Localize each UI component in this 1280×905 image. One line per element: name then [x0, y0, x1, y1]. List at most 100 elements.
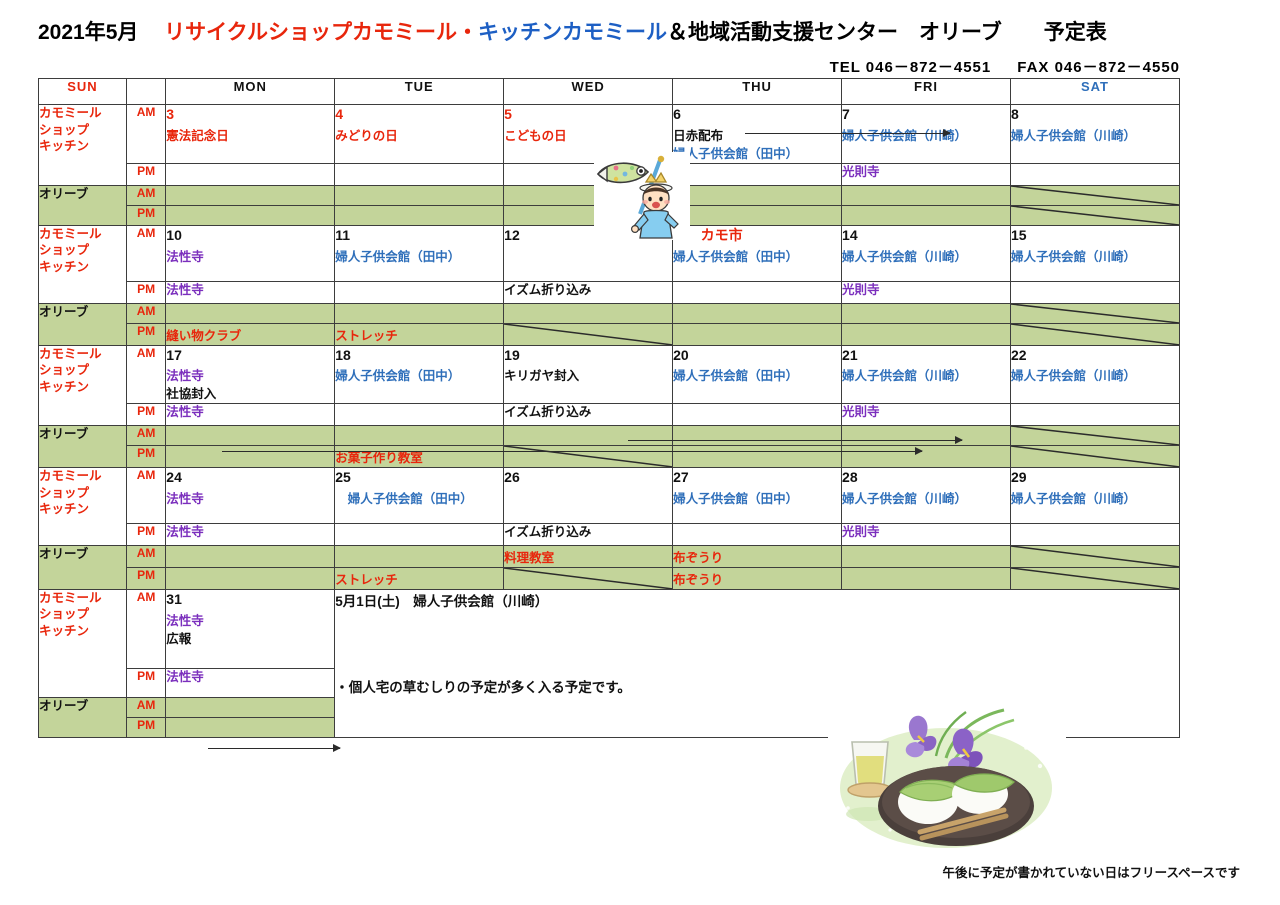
day-cell-am[interactable]: 8 婦人子供会館（川崎）	[1009, 104, 1181, 164]
day-cell-am[interactable]: 3 憲法記念日	[165, 104, 336, 164]
olive-cell-am[interactable]	[1009, 302, 1181, 324]
olive-cell-am[interactable]	[503, 184, 674, 206]
olive-cell-am[interactable]	[1009, 184, 1181, 206]
day-cell-am[interactable]: 24 法性寺	[165, 467, 336, 525]
day-cell-am[interactable]: 17 法性寺 社協封入	[165, 344, 336, 405]
olive-cell-am[interactable]	[334, 184, 505, 206]
day-cell-am[interactable]: 28 婦人子供会館（川崎）	[841, 467, 1011, 525]
olive-cell-am[interactable]	[1009, 425, 1181, 447]
olive-cell-am[interactable]	[503, 302, 674, 324]
olive-cell-pm[interactable]: 縫い物クラブ	[165, 322, 336, 346]
olive-cell-pm[interactable]: 布ぞうり	[672, 566, 843, 590]
day-cell-am[interactable]: 14 婦人子供会館（川崎）	[841, 224, 1011, 282]
day-cell-pm[interactable]	[503, 162, 674, 186]
day-cell-pm[interactable]	[334, 280, 505, 304]
day-cell-pm[interactable]: イズム折り込み	[503, 523, 674, 547]
day-cell-pm[interactable]: 光則寺	[841, 523, 1011, 547]
olive-cell-am[interactable]	[334, 425, 505, 447]
olive-cell-pm[interactable]	[841, 566, 1011, 590]
day-cell-am[interactable]: 19 キリガヤ封入	[503, 344, 674, 405]
day-cell-am[interactable]: 20 婦人子供会館（田中）	[672, 344, 843, 405]
olive-cell-am[interactable]	[672, 425, 843, 447]
day-cell-pm[interactable]: 光則寺	[841, 403, 1011, 427]
day-cell-pm[interactable]: 法性寺	[165, 403, 336, 427]
olive-cell-am[interactable]	[841, 302, 1011, 324]
olive-cell-pm[interactable]	[165, 566, 336, 590]
day-cell-pm[interactable]	[1009, 162, 1181, 186]
olive-cell-pm[interactable]	[1009, 566, 1181, 590]
olive-cell-pm[interactable]	[672, 322, 843, 346]
day-cell-pm[interactable]	[672, 403, 843, 427]
olive-cell-pm[interactable]	[672, 445, 843, 469]
day-cell-pm[interactable]: イズム折り込み	[503, 280, 674, 304]
olive-cell-pm[interactable]: ストレッチ	[334, 566, 505, 590]
olive-cell-pm[interactable]	[503, 204, 674, 226]
olive-cell-pm[interactable]: お菓子作り教室	[334, 445, 505, 469]
olive-cell-pm[interactable]	[1009, 445, 1181, 469]
olive-cell-pm[interactable]	[841, 204, 1011, 226]
day-cell-pm[interactable]	[334, 403, 505, 427]
day-cell-am[interactable]: 5 こどもの日	[503, 104, 674, 164]
day-cell-am[interactable]: 10 法性寺	[165, 224, 336, 282]
olive-cell-pm[interactable]	[165, 445, 336, 469]
day-cell-pm[interactable]	[334, 162, 505, 186]
olive-cell-pm[interactable]	[503, 322, 674, 346]
olive-cell-am[interactable]	[165, 545, 336, 568]
olive-cell-am[interactable]	[334, 302, 505, 324]
day-cell-am[interactable]: 15 婦人子供会館（川崎）	[1009, 224, 1181, 282]
olive-cell-pm[interactable]	[165, 204, 336, 226]
olive-cell-pm[interactable]	[503, 445, 674, 469]
olive-cell-am[interactable]	[672, 184, 843, 206]
day-cell-pm[interactable]	[672, 280, 843, 304]
olive-cell-am[interactable]	[1009, 545, 1181, 568]
olive-cell-am[interactable]	[672, 302, 843, 324]
day-cell-pm[interactable]: 法性寺	[165, 667, 336, 698]
olive-cell-pm[interactable]	[334, 204, 505, 226]
olive-cell-pm[interactable]	[503, 566, 674, 590]
day-cell-am[interactable]: 11 婦人子供会館（田中）	[334, 224, 505, 282]
day-cell-pm[interactable]	[1009, 403, 1181, 427]
day-cell-pm[interactable]	[1009, 523, 1181, 547]
day-cell-am[interactable]: 31 法性寺 広報	[165, 588, 336, 669]
day-cell-pm[interactable]	[334, 523, 505, 547]
olive-cell-am[interactable]	[165, 696, 336, 718]
olive-cell-pm[interactable]	[841, 322, 1011, 346]
day-cell-am[interactable]: 29 婦人子供会館（川崎）	[1009, 467, 1181, 525]
olive-cell-pm[interactable]	[841, 445, 1011, 469]
day-cell-am[interactable]: 22 婦人子供会館（川崎）	[1009, 344, 1181, 405]
olive-cell-pm[interactable]	[1009, 322, 1181, 346]
day-cell-pm[interactable]: 光則寺	[841, 280, 1011, 304]
olive-cell-am[interactable]	[841, 184, 1011, 206]
day-cell-am[interactable]: 7 婦人子供会館（川崎）	[841, 104, 1011, 164]
olive-cell-pm[interactable]: ストレッチ	[334, 322, 505, 346]
day-cell-am[interactable]: 27 婦人子供会館（田中）	[672, 467, 843, 525]
day-cell-am[interactable]: 12	[503, 224, 674, 282]
day-cell-pm[interactable]	[165, 162, 336, 186]
day-cell-am[interactable]: 25 婦人子供会館（田中）	[334, 467, 505, 525]
olive-cell-pm[interactable]	[672, 204, 843, 226]
day-cell-pm[interactable]: 法性寺	[165, 280, 336, 304]
day-cell-pm[interactable]	[1009, 280, 1181, 304]
olive-cell-am[interactable]	[165, 302, 336, 324]
day-cell-am[interactable]: 6 日赤配布 婦人子供会館（田中）	[672, 104, 843, 164]
day-cell-am[interactable]: 4 みどりの日	[334, 104, 505, 164]
olive-cell-am[interactable]	[841, 425, 1011, 447]
olive-cell-pm[interactable]	[1009, 204, 1181, 226]
day-cell-am[interactable]: 26	[503, 467, 674, 525]
day-cell-pm[interactable]	[672, 523, 843, 547]
day-cell-pm[interactable]: イズム折り込み	[503, 403, 674, 427]
olive-cell-am[interactable]	[841, 545, 1011, 568]
day-cell-pm[interactable]: 法性寺	[165, 523, 336, 547]
olive-cell-am[interactable]	[165, 425, 336, 447]
olive-cell-am[interactable]	[165, 184, 336, 206]
olive-cell-am[interactable]: 布ぞうり	[672, 545, 843, 568]
olive-cell-am[interactable]	[334, 545, 505, 568]
olive-cell-am[interactable]: 料理教室	[503, 545, 674, 568]
day-cell-am[interactable]: 13 カモ市 婦人子供会館（田中）	[672, 224, 843, 282]
olive-cell-am[interactable]	[503, 425, 674, 447]
day-cell-am[interactable]: 21 婦人子供会館（川崎）	[841, 344, 1011, 405]
day-cell-pm[interactable]: 光則寺	[841, 162, 1011, 186]
day-cell-am[interactable]: 18 婦人子供会館（田中）	[334, 344, 505, 405]
day-cell-pm[interactable]	[672, 162, 843, 186]
olive-cell-pm[interactable]	[165, 716, 336, 738]
